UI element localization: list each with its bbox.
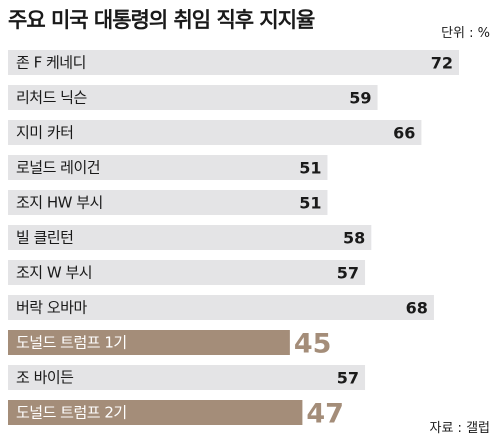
bar-3 [8, 155, 328, 180]
bar-0 [8, 50, 459, 75]
unit-label: 단위 : % [441, 26, 490, 41]
value-label-0: 72 [431, 54, 453, 73]
category-label-5: 빌 클린턴 [16, 229, 73, 247]
category-label-4: 조지 HW 부시 [16, 194, 103, 212]
category-label-3: 로널드 레이건 [16, 159, 100, 177]
category-label-6: 조지 W 부시 [16, 264, 92, 282]
category-label-10: 도널드 트럼프 2기 [16, 404, 127, 422]
chart-title: 주요 미국 대통령의 취임 직후 지지율 [8, 8, 315, 32]
value-label-9: 57 [337, 369, 359, 388]
bar-4 [8, 190, 328, 215]
value-label-7: 68 [406, 299, 428, 318]
value-label-2: 66 [393, 124, 415, 143]
value-label-6: 57 [337, 264, 359, 283]
bar-8 [8, 330, 290, 355]
bar-6 [8, 260, 366, 285]
category-label-7: 버락 오바마 [16, 299, 87, 317]
value-label-1: 59 [349, 89, 371, 108]
value-label-10: 47 [306, 399, 344, 430]
bar-10 [8, 400, 303, 425]
bar-5 [8, 225, 372, 250]
bar-7 [8, 295, 434, 320]
bar-9 [8, 365, 366, 390]
category-label-9: 조 바이든 [16, 369, 74, 387]
category-label-2: 지미 카터 [16, 124, 73, 142]
category-label-1: 리처드 닉슨 [16, 89, 87, 107]
category-label-8: 도널드 트럼프 1기 [16, 334, 127, 352]
category-label-0: 존 F 케네디 [16, 54, 86, 72]
value-label-5: 58 [343, 229, 365, 248]
bar-1 [8, 85, 378, 110]
value-label-8: 45 [294, 329, 332, 360]
bar-2 [8, 120, 422, 145]
value-label-4: 51 [299, 194, 321, 213]
source-label: 자료 : 갤럽 [429, 421, 491, 436]
value-label-3: 51 [299, 159, 321, 178]
